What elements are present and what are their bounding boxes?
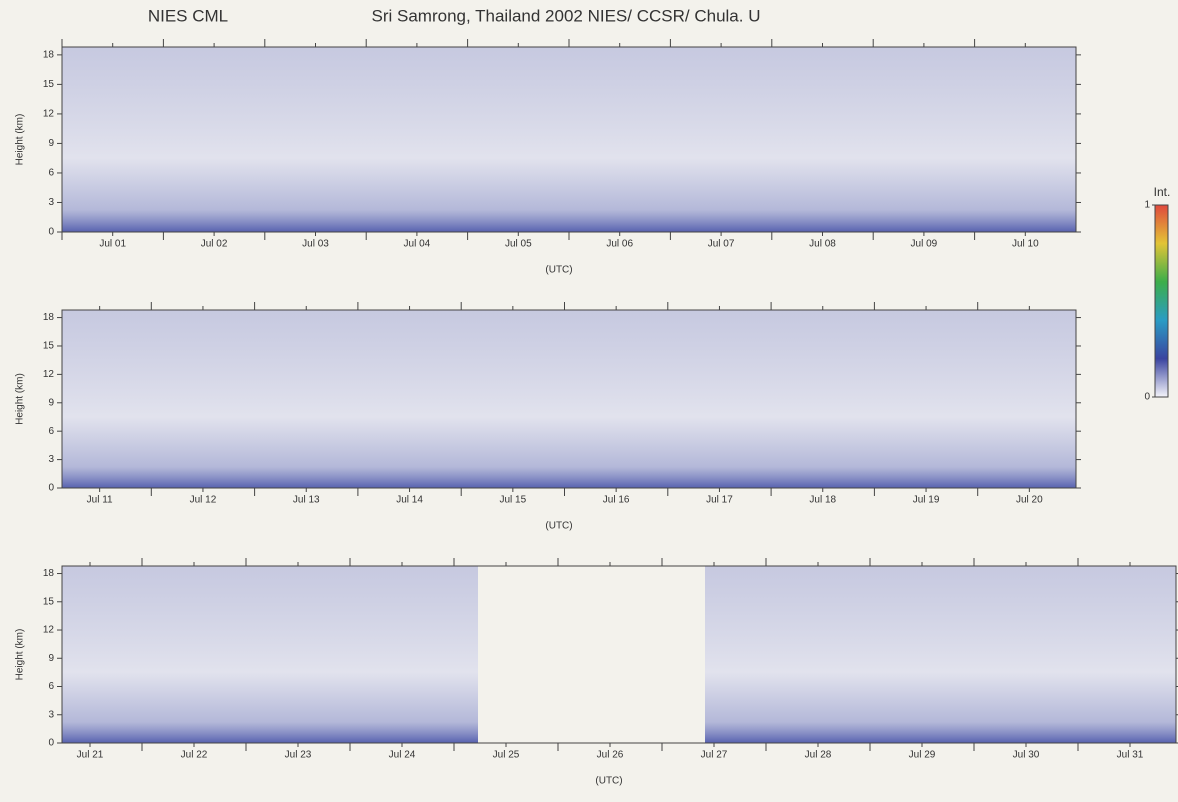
y-tick-label: 9 [48, 653, 54, 664]
x-tick-label: Jul 06 [606, 239, 633, 250]
x-tick-label: Jul 16 [603, 495, 630, 506]
x-tick-label: Jul 21 [77, 750, 104, 761]
y-axis-label: Height (km) [15, 373, 26, 425]
y-tick-label: 9 [48, 397, 54, 408]
y-tick-label: 12 [43, 625, 55, 636]
header-left: NIES CML [148, 6, 228, 25]
lidar-image [705, 566, 1176, 743]
y-tick-label: 6 [48, 426, 54, 437]
y-tick-label: 6 [48, 681, 54, 692]
x-tick-label: Jul 05 [505, 239, 532, 250]
y-tick-label: 15 [43, 341, 55, 352]
x-tick-label: Jul 10 [1012, 239, 1039, 250]
lidar-image [62, 47, 1076, 232]
x-tick-label: Jul 24 [389, 750, 416, 761]
x-tick-label: Jul 12 [190, 495, 217, 506]
y-tick-label: 6 [48, 168, 54, 179]
x-tick-label: Jul 19 [913, 495, 940, 506]
y-axis-label: Height (km) [15, 629, 26, 681]
chart-title: Sri Samrong, Thailand 2002 NIES/ CCSR/ C… [372, 6, 761, 25]
y-tick-label: 15 [43, 79, 55, 90]
x-tick-label: Jul 29 [909, 750, 936, 761]
x-tick-label: Jul 27 [701, 750, 728, 761]
y-tick-label: 18 [43, 50, 55, 61]
x-tick-label: Jul 23 [285, 750, 312, 761]
y-tick-label: 18 [43, 312, 55, 323]
y-tick-label: 18 [43, 568, 55, 579]
plot-frame [61, 309, 1077, 489]
y-tick-label: 3 [48, 709, 54, 720]
lidar-image [62, 310, 1076, 488]
y-axis-label: Height (km) [15, 114, 26, 166]
x-tick-label: Jul 14 [396, 495, 423, 506]
x-tick-label: Jul 25 [493, 750, 520, 761]
y-tick-label: 0 [48, 738, 54, 749]
y-tick-label: 3 [48, 197, 54, 208]
plot-frame [61, 565, 1177, 744]
colorbar-tick-label: 1 [1144, 200, 1150, 211]
x-tick-label: Jul 11 [87, 495, 113, 506]
colorbar-title: Int. [1154, 185, 1171, 199]
colorbar [1154, 204, 1169, 398]
x-tick-label: Jul 09 [911, 239, 938, 250]
x-tick-label: Jul 28 [805, 750, 832, 761]
x-axis-label: (UTC) [545, 521, 572, 532]
x-tick-label: Jul 15 [500, 495, 527, 506]
x-tick-label: Jul 07 [708, 239, 735, 250]
x-axis-label: (UTC) [595, 776, 622, 787]
x-tick-label: Jul 22 [181, 750, 208, 761]
x-tick-label: Jul 13 [293, 495, 320, 506]
x-tick-label: Jul 04 [404, 239, 431, 250]
x-tick-label: Jul 20 [1016, 495, 1043, 506]
y-tick-label: 0 [48, 227, 54, 238]
y-tick-label: 12 [43, 369, 55, 380]
colorbar-tick-label: 0 [1144, 392, 1150, 403]
y-tick-label: 0 [48, 483, 54, 494]
y-tick-label: 15 [43, 596, 55, 607]
x-tick-label: Jul 26 [597, 750, 624, 761]
x-tick-label: Jul 30 [1013, 750, 1040, 761]
y-tick-label: 9 [48, 138, 54, 149]
x-axis-label: (UTC) [545, 265, 572, 276]
lidar-image [62, 566, 478, 743]
y-tick-label: 3 [48, 454, 54, 465]
x-tick-label: Jul 01 [99, 239, 126, 250]
x-tick-label: Jul 02 [201, 239, 228, 250]
x-tick-label: Jul 08 [809, 239, 836, 250]
x-tick-label: Jul 31 [1117, 750, 1144, 761]
y-tick-label: 12 [43, 109, 55, 120]
x-tick-label: Jul 18 [809, 495, 836, 506]
x-tick-label: Jul 17 [706, 495, 733, 506]
x-tick-label: Jul 03 [302, 239, 329, 250]
